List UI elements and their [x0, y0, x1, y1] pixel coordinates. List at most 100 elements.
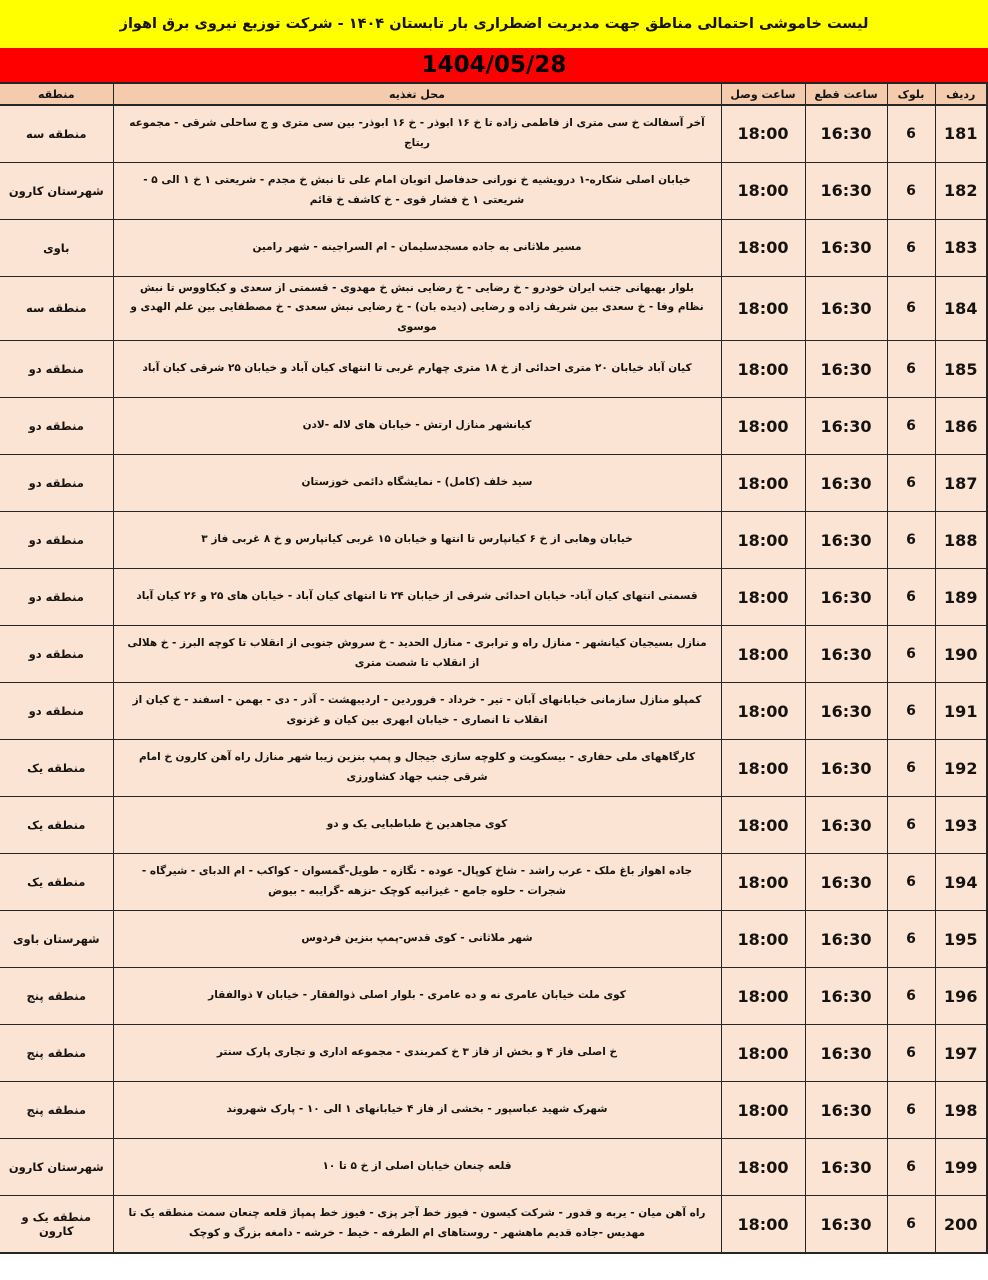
block-cell: 6 [886, 1195, 936, 1254]
block-cell: 6 [886, 739, 936, 798]
feeding-location-cell: کوی ملت خیابان عامری نه و ده عامری - بلو… [112, 967, 722, 1026]
cut-time-cell: 16:30 [804, 397, 888, 456]
block-cell: 6 [886, 625, 936, 684]
region-cell: منطقه پنج [0, 1024, 114, 1083]
cut-time-cell: 16:30 [804, 511, 888, 570]
cut-time-cell: 16:30 [804, 910, 888, 969]
reconnect-time-cell: 18:00 [720, 739, 806, 798]
row-number-cell: 200 [934, 1195, 988, 1254]
table-header-row: ردیف بلوک ساعت قطع ساعت وصل محل تغذیه من… [0, 82, 988, 106]
cut-time-cell: 16:30 [804, 1024, 888, 1083]
table-row: 198 6 16:30 18:00 شهرک شهید عباسپور - بخشی ا… [0, 1081, 988, 1140]
table-row: 188 6 16:30 18:00 خیابان وهابی از خ ۶ کیانپا… [0, 511, 988, 570]
date-band: 1404/05/28 [0, 48, 988, 82]
reconnect-time-cell: 18:00 [720, 682, 806, 741]
reconnect-time-cell: 18:00 [720, 853, 806, 912]
feeding-location-cell: منازل بسیجیان کیانشهر - منازل راه و تراب… [112, 625, 722, 684]
block-cell: 6 [886, 275, 936, 342]
row-number-cell: 197 [934, 1024, 988, 1083]
block-cell: 6 [886, 967, 936, 1026]
region-cell: منطقه یک [0, 853, 114, 912]
table-row: 183 6 16:30 18:00 مسیر ملاثانی به جاده مسجدس… [0, 218, 988, 277]
row-number-cell: 190 [934, 625, 988, 684]
reconnect-time-cell: 18:00 [720, 625, 806, 684]
feeding-location-cell: خیابان وهابی از خ ۶ کیانپارس تا انتها و … [112, 511, 722, 570]
row-number-cell: 187 [934, 454, 988, 513]
row-number-cell: 191 [934, 682, 988, 741]
region-cell: منطقه یک [0, 796, 114, 855]
region-cell: منطقه سه [0, 104, 114, 163]
region-cell: منطقه پنج [0, 967, 114, 1026]
table-row: 191 6 16:30 18:00 کمپلو منازل سازمانی خیابان… [0, 682, 988, 741]
block-cell: 6 [886, 218, 936, 277]
feeding-location-cell: آخر آسفالت خ سی متری از فاطمی زاده تا خ … [112, 104, 722, 163]
region-cell: منطقه دو [0, 682, 114, 741]
reconnect-time-cell: 18:00 [720, 275, 806, 342]
row-number-cell: 182 [934, 161, 988, 220]
row-number-cell: 193 [934, 796, 988, 855]
cut-time-cell: 16:30 [804, 967, 888, 1026]
table-row: 193 6 16:30 18:00 کوی مجاهدین خ طباطبایی یک … [0, 796, 988, 855]
reconnect-time-cell: 18:00 [720, 967, 806, 1026]
header-feeding-location: محل تغذیه [112, 82, 722, 106]
row-number-cell: 188 [934, 511, 988, 570]
feeding-location-cell: کیان آباد خیابان ۲۰ متری احدائی از خ ۱۸ … [112, 340, 722, 399]
row-number-cell: 181 [934, 104, 988, 163]
region-cell: شهرستان کارون [0, 161, 114, 220]
row-number-cell: 185 [934, 340, 988, 399]
region-cell: منطقه دو [0, 625, 114, 684]
cut-time-cell: 16:30 [804, 568, 888, 627]
header-cut-time: ساعت قطع [804, 82, 888, 106]
row-number-cell: 196 [934, 967, 988, 1026]
feeding-location-cell: کارگاههای ملی حفاری - بیسکویت و کلوچه سا… [112, 739, 722, 798]
feeding-location-cell: کوی مجاهدین خ طباطبایی یک و دو [112, 796, 722, 855]
row-number-cell: 183 [934, 218, 988, 277]
feeding-location-cell: مسیر ملاثانی به جاده مسجدسلیمان - ام الس… [112, 218, 722, 277]
region-cell: منطقه دو [0, 568, 114, 627]
region-cell: منطقه دو [0, 454, 114, 513]
header-row-number: ردیف [934, 82, 988, 106]
cut-time-cell: 16:30 [804, 275, 888, 342]
feeding-location-cell: کیانشهر منازل ارتش - خیابان های لاله -لا… [112, 397, 722, 456]
feeding-location-cell: سید خلف (کامل) - نمایشگاه دائمی خوزستان [112, 454, 722, 513]
region-cell: منطقه دو [0, 511, 114, 570]
block-cell: 6 [886, 1024, 936, 1083]
region-cell: منطقه یک و کارون [0, 1195, 114, 1254]
reconnect-time-cell: 18:00 [720, 454, 806, 513]
region-cell: منطقه دو [0, 397, 114, 456]
reconnect-time-cell: 18:00 [720, 1195, 806, 1254]
row-number-cell: 194 [934, 853, 988, 912]
reconnect-time-cell: 18:00 [720, 104, 806, 163]
row-number-cell: 192 [934, 739, 988, 798]
table-row: 192 6 16:30 18:00 کارگاههای ملی حفاری - بیسک… [0, 739, 988, 798]
table-row: 197 6 16:30 18:00 خ اصلی فاز ۴ و بخش از فاز … [0, 1024, 988, 1083]
reconnect-time-cell: 18:00 [720, 1081, 806, 1140]
region-cell: منطقه پنج [0, 1081, 114, 1140]
feeding-location-cell: خ اصلی فاز ۴ و بخش از فاز ۳ خ کمربندی - … [112, 1024, 722, 1083]
cut-time-cell: 16:30 [804, 625, 888, 684]
cut-time-cell: 16:30 [804, 340, 888, 399]
feeding-location-cell: شهرک شهید عباسپور - بخشی از فاز ۴ خیابان… [112, 1081, 722, 1140]
block-cell: 6 [886, 1081, 936, 1140]
region-cell: منطقه یک [0, 739, 114, 798]
table-row: 194 6 16:30 18:00 جاده اهواز باغ ملک - عرب ر… [0, 853, 988, 912]
feeding-location-cell: جاده اهواز باغ ملک - عرب راشد - شاخ کوپا… [112, 853, 722, 912]
reconnect-time-cell: 18:00 [720, 397, 806, 456]
cut-time-cell: 16:30 [804, 454, 888, 513]
cut-time-cell: 16:30 [804, 1195, 888, 1254]
table-row: 195 6 16:30 18:00 شهر ملاثانی - کوی قدس-پمپ … [0, 910, 988, 969]
header-block: بلوک [886, 82, 936, 106]
row-number-cell: 199 [934, 1138, 988, 1197]
block-cell: 6 [886, 853, 936, 912]
feeding-location-cell: کمپلو منازل سازمانی خیابانهای آبان - تیر… [112, 682, 722, 741]
cut-time-cell: 16:30 [804, 1138, 888, 1197]
title-band: لیست خاموشی احتمالی مناطق جهت مدیریت اضط… [0, 0, 988, 48]
table-row: 199 6 16:30 18:00 قلعه چنعان خیابان اصلی از … [0, 1138, 988, 1197]
header-reconnect-time: ساعت وصل [720, 82, 806, 106]
reconnect-time-cell: 18:00 [720, 1138, 806, 1197]
region-cell: منطقه دو [0, 340, 114, 399]
table-row: 185 6 16:30 18:00 کیان آباد خیابان ۲۰ متری ا… [0, 340, 988, 399]
block-cell: 6 [886, 104, 936, 163]
table-row: 182 6 16:30 18:00 خیابان اصلی شکاره-۱ درویشی… [0, 161, 988, 220]
cut-time-cell: 16:30 [804, 218, 888, 277]
